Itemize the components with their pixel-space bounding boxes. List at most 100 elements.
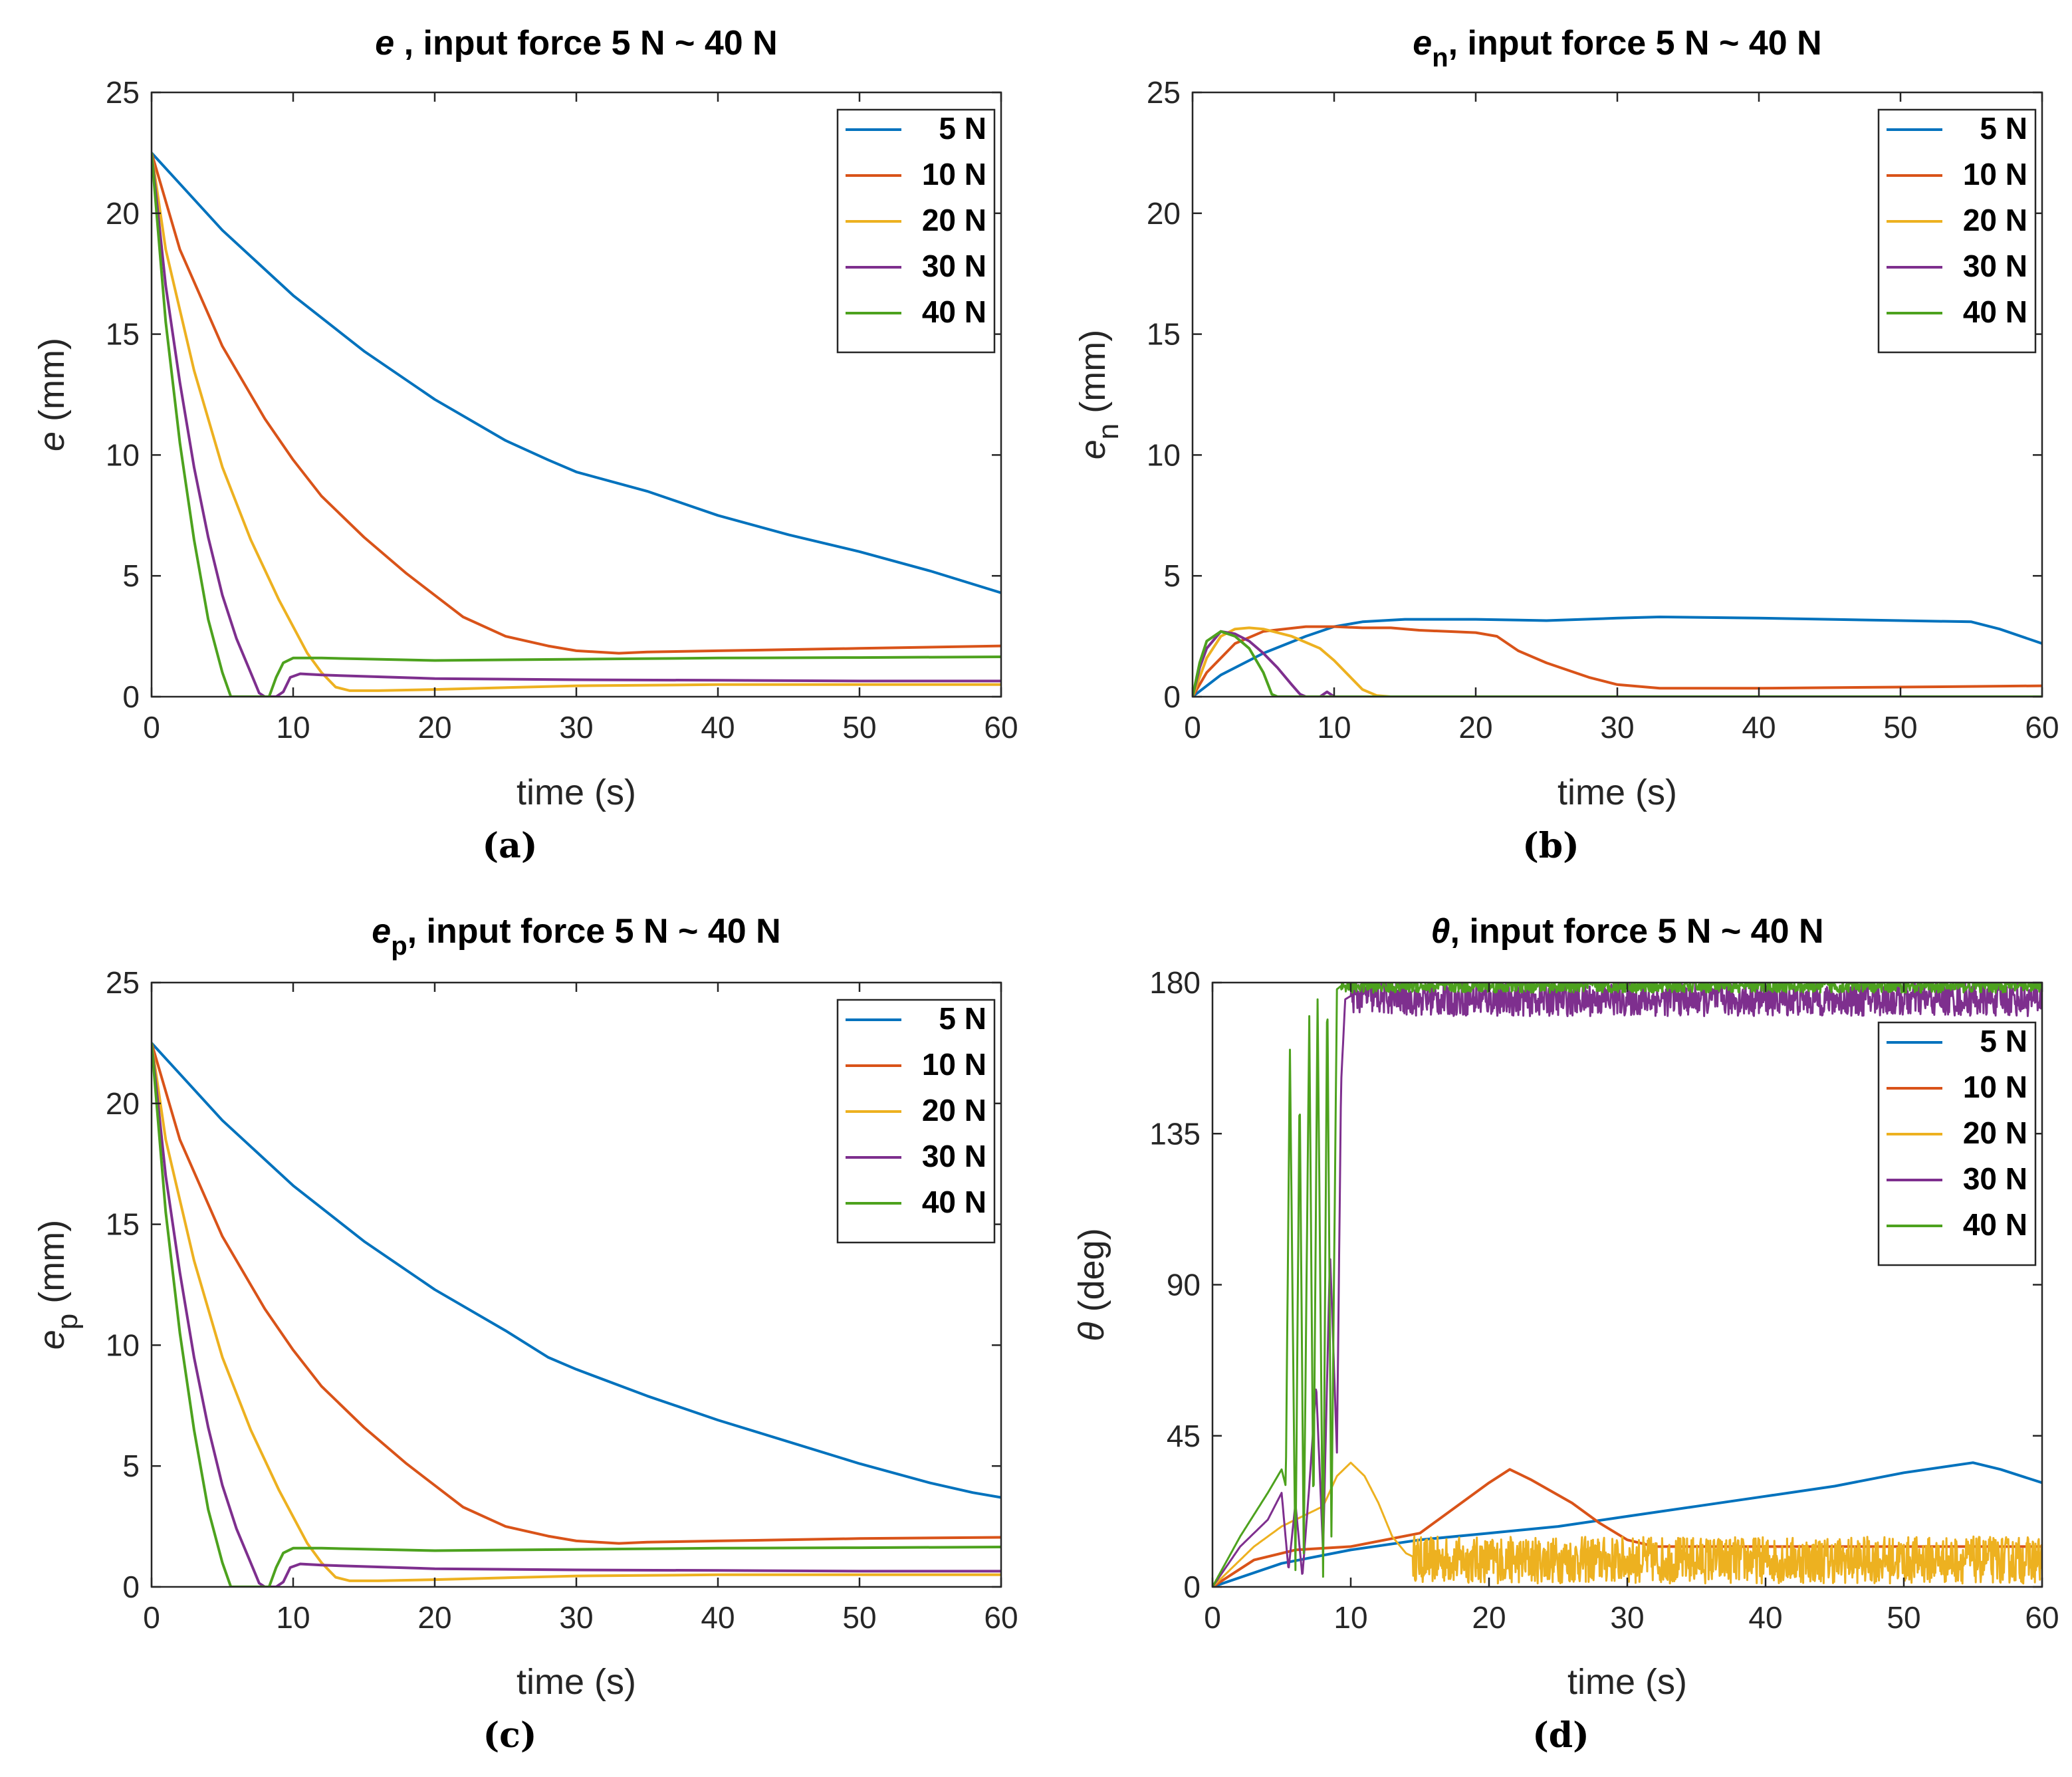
y-label-symbol: e <box>1073 439 1113 459</box>
title-symbol: e <box>1413 24 1432 62</box>
x-tick-label: 0 <box>1184 710 1201 745</box>
chart-title: en, input force 5 N ~ 40 N <box>1413 24 1821 72</box>
y-label-symbol: e <box>32 431 72 451</box>
y-label-symbol: θ <box>1072 1322 1111 1341</box>
x-tick-label: 60 <box>2025 710 2059 745</box>
y-tick-label: 20 <box>106 196 140 231</box>
title-symbol: θ <box>1431 912 1450 951</box>
chart-title: ep, input force 5 N ~ 40 N <box>372 912 780 961</box>
legend-label: 5 N <box>939 1001 986 1036</box>
y-label-subscript: n <box>1092 423 1125 439</box>
x-axis-label: time (s) <box>1567 1662 1687 1702</box>
legend-label: 20 N <box>922 1093 986 1127</box>
y-label-unit: (mm) <box>32 338 72 431</box>
title-rest: , input force 5 N ~ 40 N <box>394 24 777 62</box>
x-tick-label: 50 <box>1883 710 1917 745</box>
x-tick-label: 30 <box>559 1600 593 1635</box>
x-tick-label: 10 <box>276 1600 310 1635</box>
y-axis-label: θ (deg) <box>1072 1228 1111 1341</box>
y-tick-label: 15 <box>106 317 140 352</box>
x-tick-label: 0 <box>143 710 160 745</box>
series-line-30n <box>152 1042 1001 1587</box>
x-tick-label: 50 <box>842 1600 876 1635</box>
series-line-10n <box>152 152 1001 655</box>
legend-label: 30 N <box>1963 249 2027 283</box>
y-label-unit: (mm) <box>32 1220 72 1314</box>
y-tick-label: 25 <box>106 75 140 110</box>
legend-label: 40 N <box>922 295 986 329</box>
x-axis-label: time (s) <box>1557 772 1677 812</box>
y-tick-label: 5 <box>122 1449 140 1483</box>
legend-label: 5 N <box>939 111 986 146</box>
series-line-5n <box>152 1042 1001 1499</box>
series-line-40n <box>152 1042 1001 1587</box>
series-group <box>1193 616 2042 697</box>
series-line-40n <box>152 152 1001 697</box>
y-axis-label: e (mm) <box>32 338 72 451</box>
title-rest: , input force 5 N ~ 40 N <box>1450 912 1823 951</box>
x-tick-label: 20 <box>417 710 451 745</box>
y-tick-label: 0 <box>1183 1570 1201 1604</box>
title-subscript: n <box>1432 43 1448 72</box>
panel-label: (a) <box>483 826 538 866</box>
legend-label: 20 N <box>1963 203 2027 237</box>
x-tick-label: 0 <box>1204 1600 1221 1635</box>
y-tick-label: 10 <box>1147 437 1181 472</box>
x-tick-label: 60 <box>984 1600 1018 1635</box>
y-label-unit: (mm) <box>1073 330 1113 423</box>
legend-label: 30 N <box>922 1139 986 1173</box>
legend: 5 N 10 N 20 N 30 N 40 N <box>1877 108 2037 354</box>
legend: 5 N 10 N 20 N 30 N 40 N <box>1877 1021 2037 1266</box>
legend-label: 30 N <box>922 249 986 283</box>
x-tick-label: 30 <box>1610 1600 1644 1635</box>
legend-label: 10 N <box>1963 1070 2027 1104</box>
x-tick-label: 20 <box>1458 710 1492 745</box>
series-line-20n <box>1193 626 2042 697</box>
series-line-5n <box>1212 1461 2042 1587</box>
title-symbol: e <box>375 24 394 62</box>
x-tick-label: 10 <box>276 710 310 745</box>
legend: 5 N 10 N 20 N 30 N 40 N <box>836 108 996 354</box>
x-tick-label: 40 <box>701 710 735 745</box>
legend-label: 20 N <box>1963 1116 2027 1150</box>
y-tick-label: 10 <box>106 437 140 472</box>
series-line-30n <box>152 152 1001 697</box>
series-group <box>152 152 1001 697</box>
title-symbol: e <box>372 912 391 951</box>
series-group <box>152 1042 1001 1587</box>
x-tick-label: 20 <box>1472 1600 1506 1635</box>
legend-label: 40 N <box>1963 1207 2027 1242</box>
x-tick-label: 40 <box>1748 1600 1782 1635</box>
x-tick-label: 50 <box>1887 1600 1920 1635</box>
legend-label: 20 N <box>922 203 986 237</box>
y-label-symbol: e <box>32 1330 72 1350</box>
x-axis-label: time (s) <box>517 772 636 812</box>
y-axis-label: ep (mm) <box>32 1220 84 1350</box>
series-line-20n <box>1212 1461 2042 1587</box>
legend: 5 N 10 N 20 N 30 N 40 N <box>836 999 996 1244</box>
legend-label: 40 N <box>1963 295 2027 329</box>
x-tick-label: 10 <box>1333 1600 1367 1635</box>
y-tick-label: 15 <box>1147 317 1181 352</box>
y-tick-label: 0 <box>122 679 140 714</box>
y-tick-label: 90 <box>1167 1268 1201 1302</box>
y-label-subscript: p <box>51 1314 84 1330</box>
y-tick-label: 25 <box>106 965 140 1000</box>
y-tick-label: 45 <box>1167 1419 1201 1453</box>
y-tick-label: 5 <box>122 558 140 593</box>
series-line-5n <box>152 152 1001 594</box>
chart-title: e , input force 5 N ~ 40 N <box>375 24 777 62</box>
panel-label: (b) <box>1522 826 1579 866</box>
chart-title: θ, input force 5 N ~ 40 N <box>1431 912 1823 951</box>
x-tick-label: 30 <box>559 710 593 745</box>
title-rest: , input force 5 N ~ 40 N <box>407 912 781 951</box>
x-tick-label: 60 <box>2025 1600 2059 1635</box>
y-label-unit: (deg) <box>1072 1228 1111 1322</box>
x-axis-label: time (s) <box>517 1662 636 1702</box>
legend-label: 40 N <box>922 1185 986 1219</box>
chart-panel-a: 0 10 20 30 40 50 60 0 5 10 15 20 25 e , input force 5… <box>32 24 1018 866</box>
